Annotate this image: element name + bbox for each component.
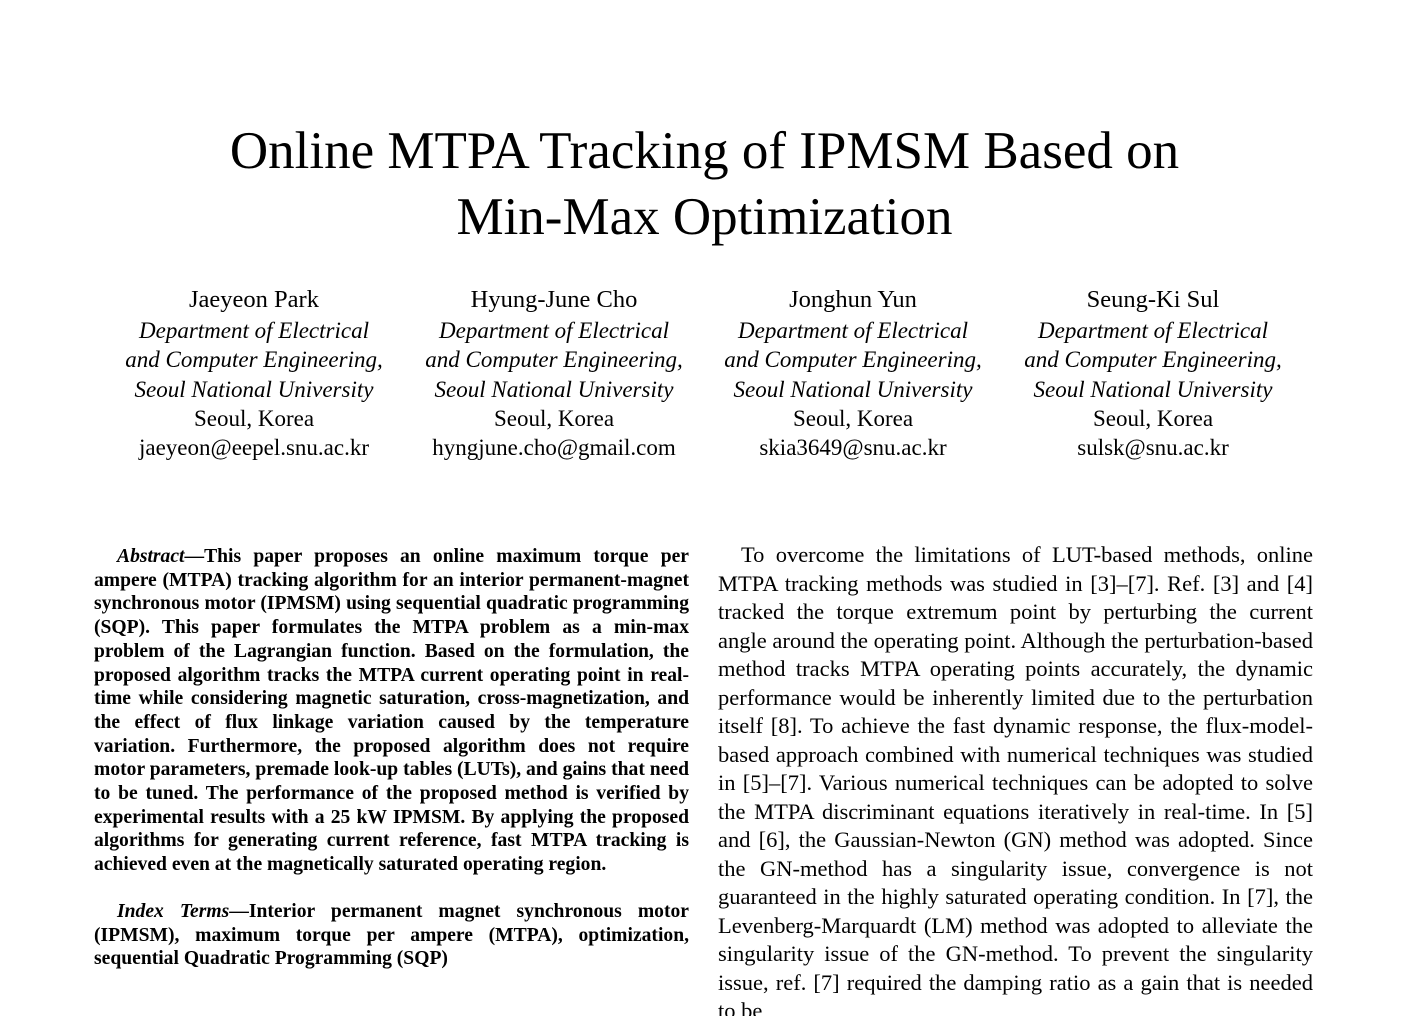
author-dept-line-2: and Computer Engineering, <box>125 347 383 373</box>
author-1: Jaeyeon Park Department of Electrical an… <box>104 284 404 462</box>
author-dept-line-1: Department of Electrical <box>738 318 968 343</box>
author-location: Seoul, Korea <box>792 405 914 431</box>
author-dept-line-1: Department of Electrical <box>1038 318 1268 343</box>
author-name: Jaeyeon Park <box>189 286 319 313</box>
author-name: Hyung-June Cho <box>470 286 638 313</box>
index-terms: Index Terms—Interior permanent magnet sy… <box>94 900 689 971</box>
author-block: Jaeyeon Park Department of Electrical an… <box>0 284 1409 469</box>
author-dept-line-2: and Computer Engineering, <box>425 347 683 373</box>
author-name: Jonghun Yun <box>789 286 917 313</box>
author-location: Seoul, Korea <box>1092 405 1214 431</box>
abstract: Abstract—This paper proposes an online m… <box>94 545 689 877</box>
body-paragraph: To overcome the limitations of LUT-based… <box>718 542 1313 1016</box>
author-university: Seoul National University <box>733 376 973 402</box>
author-dept-line-2: and Computer Engineering, <box>724 347 982 373</box>
author-email: hyngjune.cho@gmail.com <box>432 435 676 461</box>
author-university: Seoul National University <box>434 376 674 402</box>
title-line-2: Min-Max Optimization <box>456 188 953 246</box>
author-location: Seoul, Korea <box>193 405 315 431</box>
author-location: Seoul, Korea <box>493 405 615 431</box>
paper-title: Online MTPA Tracking of IPMSM Based on M… <box>0 118 1409 250</box>
abstract-label: Abstract <box>117 546 185 567</box>
author-email: sulsk@snu.ac.kr <box>1077 435 1229 461</box>
author-2: Hyung-June Cho Department of Electrical … <box>404 284 704 462</box>
abstract-text: —This paper proposes an online maximum t… <box>94 546 689 876</box>
author-university: Seoul National University <box>134 376 374 402</box>
title-line-1: Online MTPA Tracking of IPMSM Based on <box>229 122 1180 180</box>
author-university: Seoul National University <box>1033 376 1273 402</box>
author-name: Seung-Ki Sul <box>1086 286 1220 313</box>
author-4: Seung-Ki Sul Department of Electrical an… <box>1003 284 1303 462</box>
author-3: Jonghun Yun Department of Electrical and… <box>703 284 1003 462</box>
author-dept-line-1: Department of Electrical <box>439 318 669 343</box>
left-column: Abstract—This paper proposes an online m… <box>94 545 689 971</box>
index-terms-text: —Interior permanent magnet synchronous m… <box>94 900 690 970</box>
right-column: To overcome the limitations of LUT-based… <box>718 541 1313 1016</box>
author-dept-line-2: and Computer Engineering, <box>1024 347 1282 373</box>
author-email: jaeyeon@eepel.snu.ac.kr <box>139 435 369 461</box>
index-terms-label: Index Terms <box>117 900 230 922</box>
author-email: skia3649@snu.ac.kr <box>759 435 947 461</box>
author-dept-line-1: Department of Electrical <box>139 318 369 343</box>
